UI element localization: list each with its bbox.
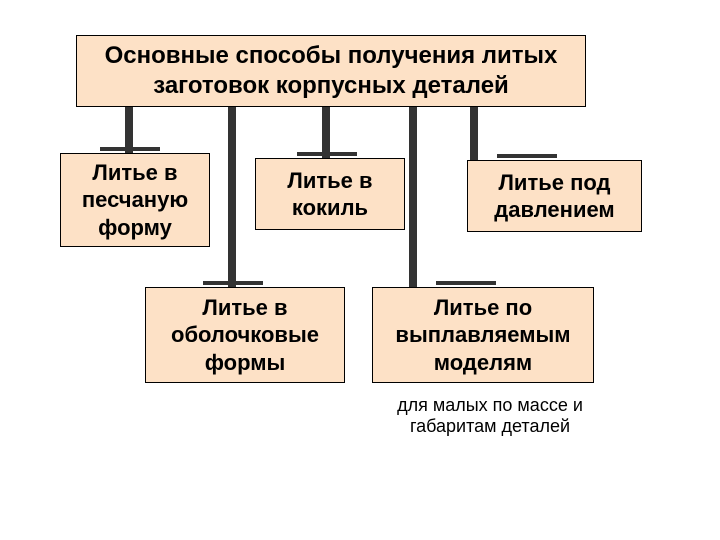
node-chill-casting: Литье в кокиль xyxy=(255,158,405,230)
connector-3-bar xyxy=(497,154,557,158)
connector-4-stem xyxy=(228,107,236,287)
node-label: Литье в песчаную форму xyxy=(69,159,201,242)
connector-5-bar xyxy=(436,281,496,285)
root-node: Основные способы получения литых заготов… xyxy=(76,35,586,107)
node-label: Литье в оболочковые формы xyxy=(154,294,336,377)
root-label: Основные способы получения литых заготов… xyxy=(85,41,577,101)
node-sand-casting: Литье в песчаную форму xyxy=(60,153,210,247)
node-pressure-casting: Литье под давлением xyxy=(467,160,642,232)
node-shell-casting: Литье в оболочковые формы xyxy=(145,287,345,383)
connector-1-bar xyxy=(100,147,160,151)
connector-2-stem xyxy=(322,107,330,158)
connector-5-stem xyxy=(409,107,417,287)
footnote-caption: для малых по массе и габаритам деталей xyxy=(370,395,610,437)
caption-text: для малых по массе и габаритам деталей xyxy=(397,395,583,436)
node-label: Литье по выплавляемым моделям xyxy=(381,294,585,377)
connector-4-bar xyxy=(203,281,263,285)
node-label: Литье в кокиль xyxy=(264,167,396,222)
node-investment-casting: Литье по выплавляемым моделям xyxy=(372,287,594,383)
connector-3-stem xyxy=(470,107,478,160)
connector-2-bar xyxy=(297,152,357,156)
node-label: Литье под давлением xyxy=(476,169,633,224)
